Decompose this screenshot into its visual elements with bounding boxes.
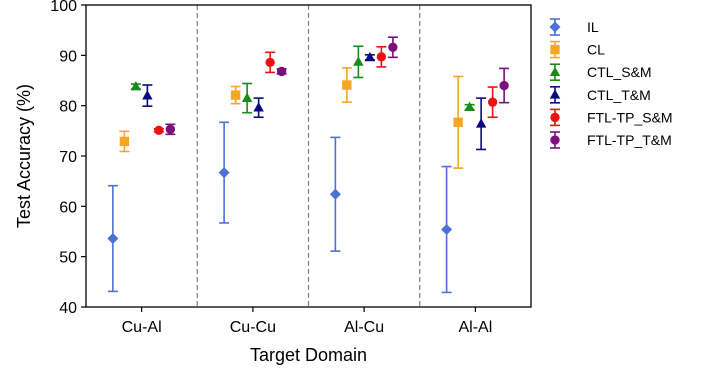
series-layer [107,36,510,294]
data-point-il-al-al [441,223,453,235]
y-tick-label: 40 [59,300,77,317]
legend-marker [550,135,560,145]
y-tick-label: 60 [59,199,77,216]
data-point-ftl-tp-tandm-cu-cu [276,66,287,77]
series-ftl-tp-sandm [153,45,498,136]
data-point-cl-al-al [453,117,463,127]
series-cl [119,67,464,169]
data-point-cl-cu-al [119,136,130,147]
legend-entry-ftl-tp-sandm: FTL-TP_S&M [550,108,673,127]
category-separators [196,5,421,307]
legend-label: FTL-TP_T&M [587,132,672,148]
legend-entry-cl: CL [550,40,605,59]
y-tick-label: 70 [59,149,77,166]
x-axis: Cu-Al Cu-Cu Al-Cu Al-Al [122,307,492,336]
legend-marker [549,89,561,99]
legend-marker [549,21,561,33]
data-point-cl-al-cu [342,80,352,90]
data-point-ctl-tandm-al-cu [364,51,376,62]
series-ftl-tp-tandm [165,36,510,136]
legend-label: IL [587,19,599,35]
data-point-il-al-cu [329,188,341,200]
y-tick-label: 100 [50,0,77,15]
y-tick-label: 80 [59,99,77,116]
x-tick-label-al-cu: Al-Cu [344,319,384,336]
data-point-ftl-tp-sandm-cu-cu [265,57,275,68]
y-axis: 40 50 60 70 80 90 100 [50,0,86,317]
legend-label: FTL-TP_S&M [587,109,673,125]
y-axis-title: Test Accuracy (%) [14,84,34,228]
data-point-ftl-tp-tandm-cu-al [165,124,176,134]
data-point-ctl-sandm-al-al [464,101,475,112]
series-il [107,121,453,294]
x-tick-label-cu-al: Cu-Al [122,319,162,336]
series-ctl-sandm [130,45,475,114]
data-point-ftl-tp-sandm-al-cu [376,52,387,62]
data-point-cl-cu-cu [230,90,241,100]
x-axis-title: Target Domain [250,345,367,365]
legend: IL CL CTL_S&M CTL_T&M FTL-TP_S&M FTL-TP_T&M [549,18,673,149]
legend-entry-ctl-sandm: CTL_S&M [549,63,652,81]
data-point-ctl-tandm-cu-al [142,90,153,100]
legend-marker [550,44,560,55]
data-point-ctl-tandm-cu-cu [253,102,264,112]
data-point-ctl-sandm-cu-cu [241,92,253,102]
data-point-ctl-sandm-al-cu [353,56,364,66]
data-point-il-cu-al [107,233,119,245]
data-point-ctl-sandm-cu-al [130,81,142,91]
y-tick-label: 90 [59,48,77,65]
legend-entry-ftl-tp-tandm: FTL-TP_T&M [550,131,672,149]
legend-entry-ctl-tandm: CTL_T&M [549,86,651,104]
series-ctl-tandm [142,51,487,151]
data-point-ftl-tp-tandm-al-cu [388,42,398,52]
data-point-ftl-tp-sandm-cu-al [154,125,164,136]
legend-entry-il: IL [549,18,599,36]
y-tick-label: 50 [59,250,77,267]
legend-label: CTL_T&M [587,87,651,103]
legend-marker [550,112,560,123]
legend-label: CL [587,42,605,58]
legend-marker [549,66,561,77]
x-tick-label-al-al: Al-Al [458,319,492,336]
data-point-ftl-tp-tandm-al-al [499,80,509,91]
data-point-ctl-tandm-al-al [475,118,487,128]
data-point-ftl-tp-sandm-al-al [487,97,498,107]
data-point-il-cu-cu [218,167,230,179]
legend-label: CTL_S&M [587,64,652,80]
x-tick-label-cu-cu: Cu-Cu [230,319,276,336]
